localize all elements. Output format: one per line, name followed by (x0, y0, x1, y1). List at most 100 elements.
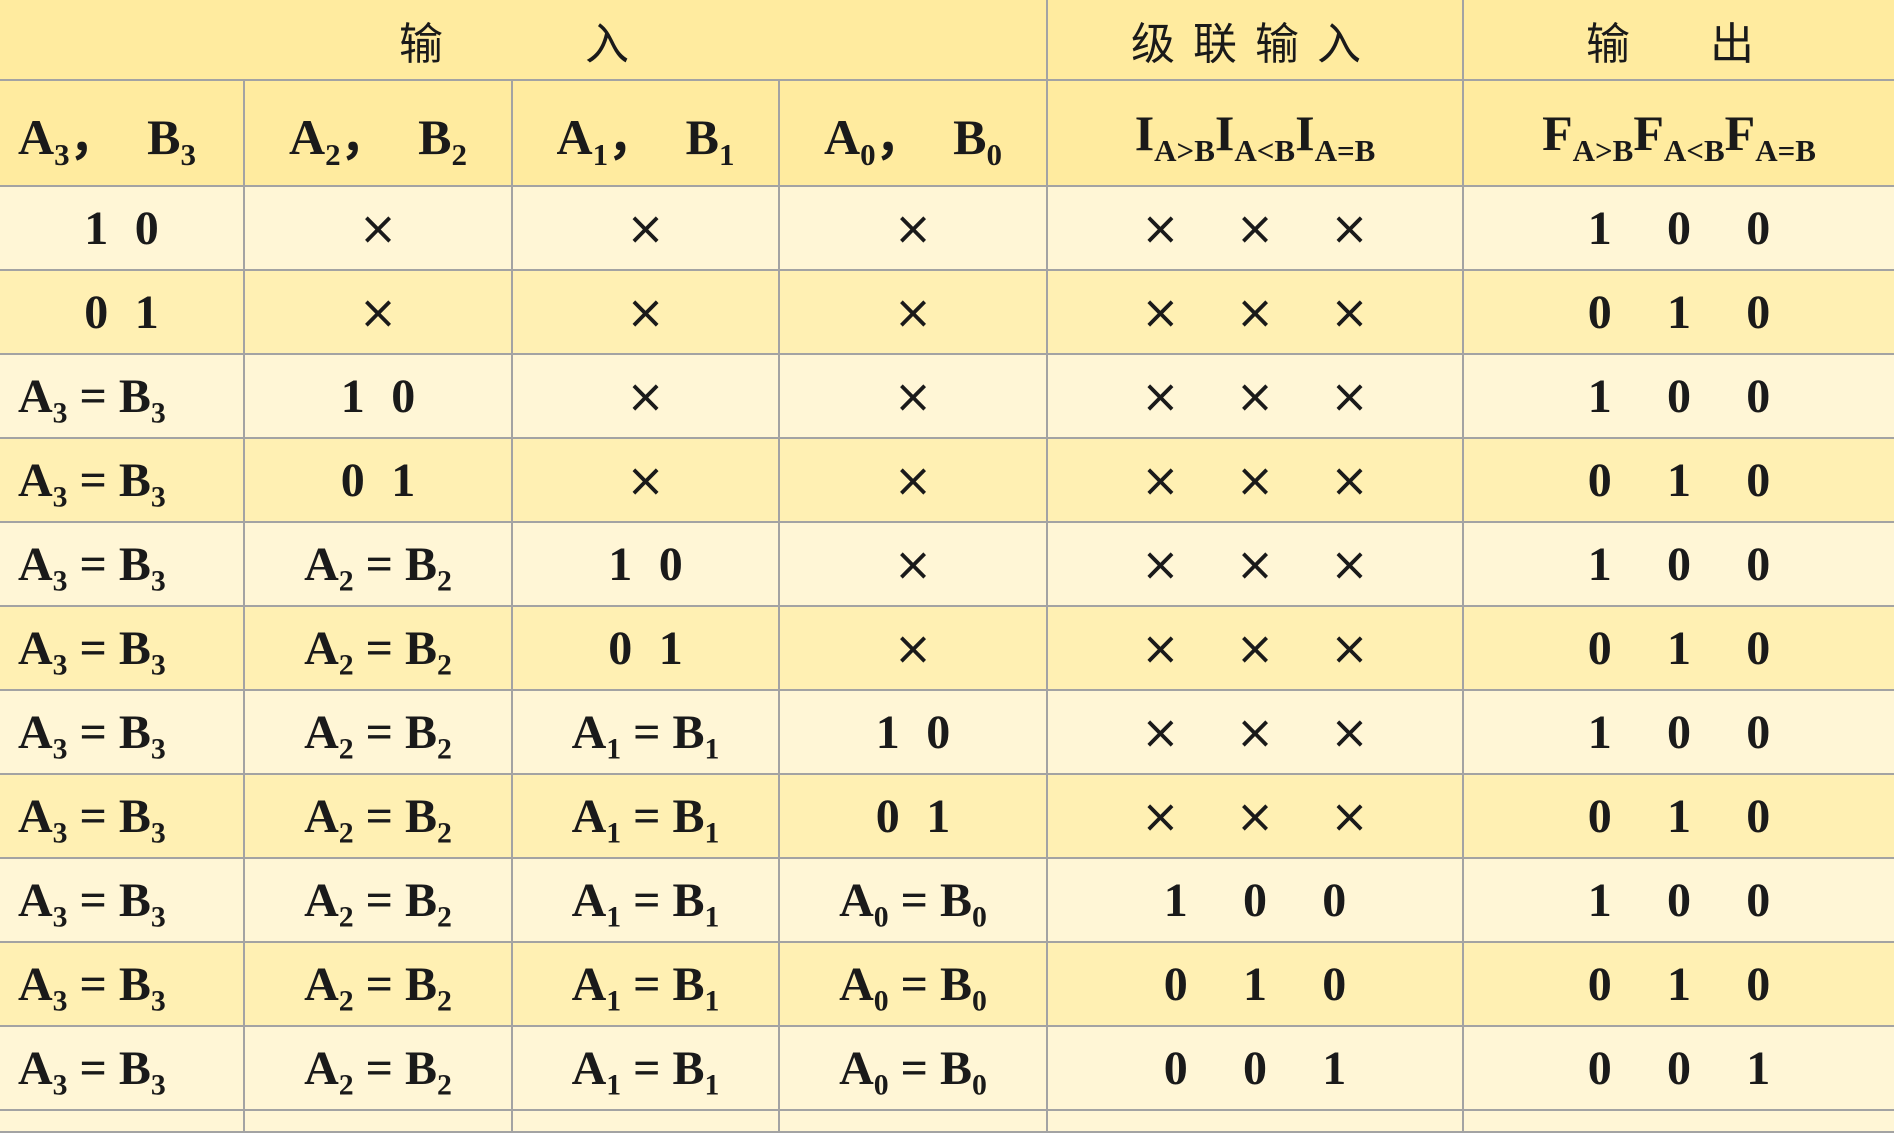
table-cell: 0 1 0 (1462, 605, 1894, 691)
equality-cell: A1 = B1A1=B1 (511, 1025, 780, 1111)
equality-text: A3 = B3 (18, 957, 166, 1017)
header-symbol: F (1724, 105, 1756, 161)
dont-care-value: × (358, 200, 398, 255)
table-cell: 0 0 1 (1046, 1025, 1464, 1111)
header-symbol: I (1295, 105, 1315, 161)
table-cell: × (243, 185, 513, 271)
cell-value: 0 1 (608, 621, 683, 675)
dont-care-value: × (893, 536, 933, 591)
cell-value: 1 0 (340, 369, 416, 423)
equality-cell: A3 = B3A3=B3 (0, 689, 245, 775)
equality-text: A2 = B2 (304, 705, 452, 765)
header-subscript: 1 (718, 136, 735, 172)
equality-cell: A3 = B3A3=B3 (0, 437, 245, 523)
header-symbol: B (418, 109, 452, 165)
table-cell (0, 1109, 245, 1133)
table-cell: × (778, 353, 1048, 439)
table-cell: × (243, 269, 513, 355)
column-header-cell: FA>BFA<BFA=B (1462, 79, 1894, 187)
dont-care-value: × (893, 620, 933, 675)
cell-value: 0 1 (875, 789, 951, 843)
dont-care-value: × × × (1141, 704, 1369, 759)
cell-value: A2=B2 (452, 957, 453, 958)
table-cell: 1 0 0 (1462, 689, 1894, 775)
header-symbol: ， (69, 109, 120, 165)
cell-value: A2=B2 (452, 705, 453, 706)
cell-value: A3=B3 (166, 453, 167, 454)
header-subscript: 3 (180, 136, 196, 172)
group-header-cell: 输 出 (1462, 0, 1894, 81)
cell-value: 1 0 0 (1587, 369, 1771, 423)
cell-value: 1 0 (84, 201, 159, 255)
equality-text: A0 = B0 (839, 957, 987, 1017)
cell-value: 0 1 0 (1587, 621, 1771, 675)
cell-value: A2=B2 (452, 621, 453, 622)
cell-value: A3=B3 (166, 537, 167, 538)
cell-value: A3=B3 (166, 621, 167, 622)
cell-value: A3=B3 (166, 789, 167, 790)
cell-value: A1=B1 (719, 957, 720, 958)
header-symbol: ， (875, 109, 926, 165)
table-cell: 1 0 0 (1462, 185, 1894, 271)
table-row: 1 0 × × × × × × 1 0 0 (0, 185, 1894, 271)
table-cell: × (511, 269, 780, 355)
cell-value: 1 0 0 (1587, 705, 1771, 759)
header-symbol: B (953, 109, 987, 165)
table-row-partial (0, 1109, 1894, 1133)
cell-value: 0 1 0 (1587, 789, 1771, 843)
equality-text: A3 = B3 (18, 537, 166, 597)
table-cell (1462, 1109, 1894, 1133)
equality-cell: A2 = B2A2=B2 (243, 605, 513, 691)
cell-value: 0 1 (84, 285, 159, 339)
equality-cell: A2 = B2A2=B2 (243, 773, 513, 859)
header-symbol: F (1542, 105, 1573, 161)
cell-value: A3=B3 (166, 1041, 167, 1042)
equality-text: A2 = B2 (304, 1041, 452, 1101)
dont-care-value: × × × (1141, 788, 1369, 843)
table-cell: 1 0 (778, 689, 1048, 775)
equality-cell: A3 = B3A3=B3 (0, 353, 245, 439)
equality-text: A1 = B1 (571, 873, 720, 933)
header-subscript: 2 (325, 136, 341, 172)
group-header-cell: 级联输入 (1046, 0, 1464, 81)
dont-care-value: × (893, 200, 933, 255)
header-symbol: ， (608, 109, 659, 165)
cell-value: A1=B1 (719, 873, 720, 874)
header-symbol: ， (340, 109, 391, 165)
dont-care-value: × (893, 368, 933, 423)
cell-value: 1 0 0 (1163, 873, 1347, 927)
table-cell: 1 0 0 (1462, 353, 1894, 439)
dont-care-value: × (626, 284, 665, 339)
equality-text: A1 = B1 (571, 1041, 720, 1101)
table-cell: × × × (1046, 605, 1464, 691)
header-symbol: B (147, 109, 181, 165)
cell-value: 1 0 (875, 705, 951, 759)
table-cell: 0 1 0 (1462, 773, 1894, 859)
equality-text: A3 = B3 (18, 621, 166, 681)
equality-cell: A3 = B3A3=B3 (0, 521, 245, 607)
table-cell (778, 1109, 1048, 1133)
header-subscript: 0 (860, 136, 876, 172)
table-cell: × × × (1046, 269, 1464, 355)
equality-cell: A3 = B3A3=B3 (0, 605, 245, 691)
cell-value: A3=B3 (166, 873, 167, 874)
equality-text: A0 = B0 (839, 1041, 987, 1101)
table-cell: × × × (1046, 773, 1464, 859)
equality-cell: A2 = B2A2=B2 (243, 689, 513, 775)
equality-text: A2 = B2 (304, 873, 452, 933)
table-row: 0 1 × × × × × × 0 1 0 (0, 269, 1894, 355)
table-cell: 1 0 (0, 185, 245, 271)
table-cell: × × × (1046, 185, 1464, 271)
dont-care-value: × (626, 368, 665, 423)
cell-value: 0 0 1 (1587, 1041, 1771, 1095)
equality-text: A1 = B1 (571, 789, 720, 849)
equality-cell: A1 = B1A1=B1 (511, 941, 780, 1027)
dont-care-value: × (893, 452, 933, 507)
dont-care-value: × (626, 452, 665, 507)
equality-cell: A3 = B3A3=B3 (0, 941, 245, 1027)
table-cell: × (778, 521, 1048, 607)
cell-value: A2=B2 (452, 537, 453, 538)
